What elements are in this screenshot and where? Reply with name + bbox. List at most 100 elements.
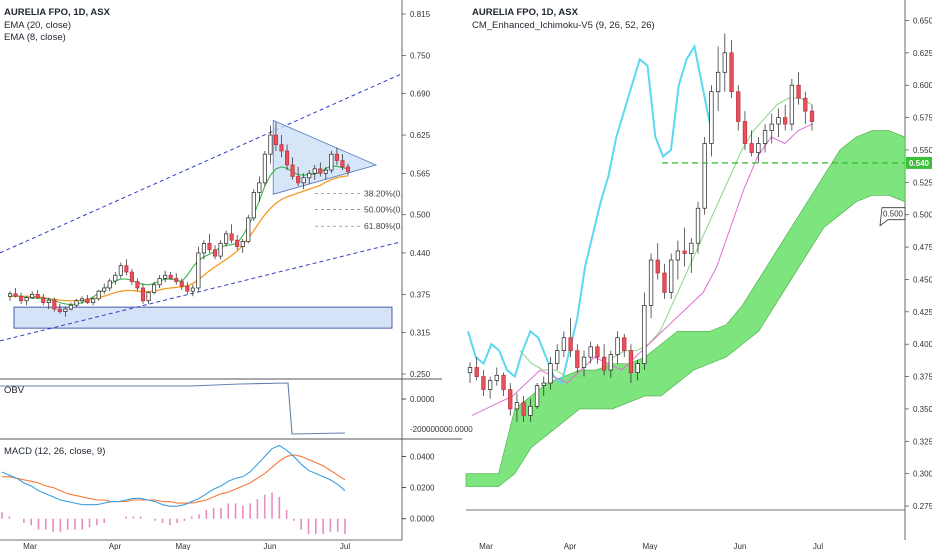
right-candle [722, 52, 727, 73]
left-candle [329, 153, 334, 171]
left-candle [334, 153, 339, 161]
right-candle [648, 259, 654, 306]
obv-pane-title: OBV [4, 385, 25, 396]
right-candle [608, 354, 613, 371]
left-price-tick-label: 0.625 [410, 131, 431, 140]
right-candle [581, 356, 587, 368]
left-price-tick-label: 0.440 [410, 249, 431, 258]
lower-trend-line [0, 241, 401, 342]
left-candle [235, 239, 240, 247]
right-candle [809, 110, 815, 122]
left-candle [19, 295, 24, 302]
left-candle [179, 281, 184, 287]
left-candle [35, 294, 40, 298]
right-candle [762, 130, 768, 144]
left-candle [52, 299, 57, 310]
right-time-label: Apr [564, 542, 577, 550]
left-time-label: Jul [340, 542, 350, 550]
right-time-label: Jul [813, 542, 823, 550]
last-price-badge-label: 0.540 [909, 159, 930, 168]
right-price-tick-label: 0.275 [913, 502, 932, 511]
left-price-tick-label: 0.565 [410, 169, 431, 178]
right-candle [655, 259, 660, 274]
left-candle [196, 252, 201, 289]
left-candle [273, 134, 279, 145]
right-candle [756, 143, 761, 153]
left-candle [318, 168, 323, 174]
left-candle [57, 308, 62, 312]
left-candle [124, 265, 129, 273]
left-candle [251, 192, 256, 219]
left-candle [129, 271, 134, 282]
left-candle [190, 287, 195, 292]
upper-trend-line [0, 74, 401, 254]
right-candle [467, 367, 473, 374]
left-candle [157, 278, 162, 286]
left-candle [224, 233, 229, 244]
left-candle [301, 177, 306, 184]
left-candle [68, 304, 74, 310]
right-candle [622, 337, 627, 352]
right-price-tick-label: 0.400 [913, 340, 932, 349]
left-time-label: Jun [264, 542, 277, 550]
right-candle [742, 121, 748, 144]
left-candle [323, 169, 328, 174]
left-candle [63, 308, 68, 312]
left-candle [146, 292, 151, 302]
left-candle [174, 278, 179, 282]
right-price-tick-label: 0.525 [913, 178, 932, 187]
left-price-tick-label: 0.250 [410, 370, 431, 379]
chikou-span-line [471, 123, 813, 416]
kijun-sen-line [519, 97, 813, 378]
macd-axis-label: 0.0400 [410, 452, 435, 461]
left-candle [279, 144, 284, 152]
right-candle [521, 402, 526, 416]
obv-axis-label: -200000000.0000 [410, 425, 473, 434]
ichimoku-study-label: CM_Enhanced_Ichimoku-V5 (9, 26, 52, 26) [472, 20, 655, 31]
macd-pane-title: MACD (12, 26, close, 9) [4, 446, 106, 457]
right-candle [548, 363, 553, 384]
right-candle [635, 363, 640, 374]
left-price-tick-label: 0.315 [410, 329, 431, 338]
right-time-label: May [642, 542, 657, 550]
price-callout-label: 0.500 [883, 210, 904, 219]
right-candle [695, 207, 701, 244]
left-candle [268, 134, 273, 155]
left-price-tick-label: 0.750 [410, 51, 431, 60]
left-price-tick-label: 0.500 [410, 211, 431, 220]
right-price-tick-label: 0.425 [913, 308, 932, 317]
left-candle [257, 182, 262, 193]
right-price-tick-label: 0.650 [913, 16, 932, 25]
left-candle [96, 290, 101, 300]
right-time-label: Mar [479, 542, 493, 550]
right-candle [508, 389, 513, 410]
ema20-line [10, 175, 349, 302]
left-candle [107, 280, 112, 289]
right-candle [601, 356, 607, 371]
left-candle [41, 297, 46, 303]
left-candle [246, 217, 251, 242]
right-candle [776, 117, 781, 125]
right-candle [662, 272, 667, 293]
left-candle [46, 299, 51, 303]
right-candle [595, 346, 600, 358]
macd-axis-label: 0.0000 [410, 515, 435, 524]
right-candle [575, 350, 580, 368]
obv-line [0, 382, 346, 435]
right-candle [702, 143, 707, 209]
right-candle [736, 91, 741, 122]
right-candle [642, 304, 647, 364]
left-candle [140, 287, 146, 302]
left-candle [340, 160, 345, 168]
right-candle [715, 71, 721, 93]
right-candle [541, 382, 546, 386]
right-candle [501, 374, 506, 390]
left-price-tick-label: 0.815 [410, 10, 431, 19]
right-candle [615, 337, 620, 355]
macd-signal-line [2, 454, 346, 504]
left-candle [201, 243, 206, 254]
right-time-label: Jun [734, 542, 747, 550]
left-candle [207, 243, 212, 251]
right-candle [675, 250, 681, 261]
